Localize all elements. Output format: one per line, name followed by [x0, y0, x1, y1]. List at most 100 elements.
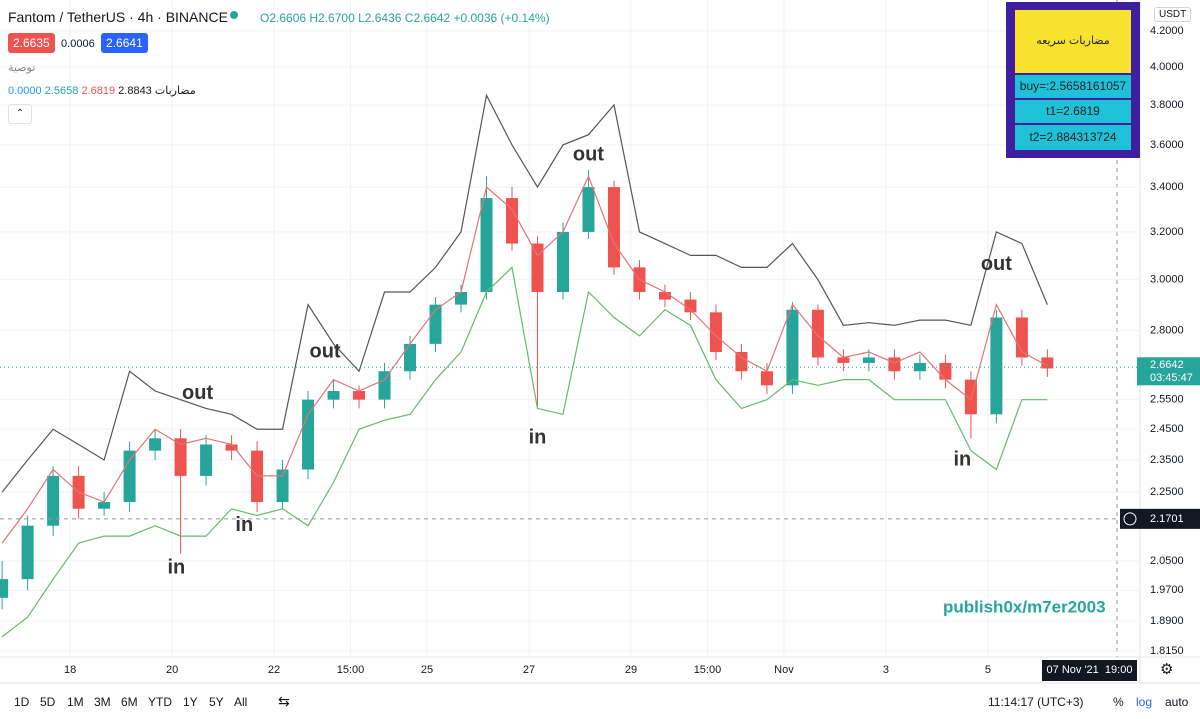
candle-body	[913, 362, 926, 372]
y-tick-label: 4.2000	[1150, 25, 1184, 37]
y-tick-label: 2.0500	[1150, 555, 1184, 567]
annotation: in	[235, 514, 253, 536]
symbol: Fantom / TetherUS · 4h · BINANCE	[8, 9, 228, 25]
x-tick-label: Nov	[774, 664, 794, 676]
indicator-name: مضاربات	[154, 85, 196, 97]
candle-body	[556, 231, 569, 293]
date-tag: 07 Nov '21 19:00	[1042, 660, 1137, 681]
annotation: out	[573, 144, 604, 166]
price-tag-label: 2.6642	[1150, 359, 1184, 371]
x-tick-label: 29	[625, 664, 637, 676]
candle-body	[837, 357, 850, 363]
x-tick-label: 3	[883, 664, 889, 676]
candle-body	[225, 444, 238, 451]
range-button[interactable]: 3M	[94, 695, 111, 709]
settings-icon[interactable]: ⚙	[1160, 661, 1174, 678]
indicator-value: 2.5658	[44, 85, 79, 97]
indicator-value: 0.0000	[8, 85, 42, 97]
recommendation[interactable]: توصية	[8, 62, 36, 74]
crosshair-add	[1123, 512, 1137, 526]
candle-body	[480, 198, 493, 293]
range-button[interactable]: 6M	[121, 695, 138, 709]
band-line	[1, 93, 1048, 493]
candle-body	[658, 292, 671, 300]
range-button[interactable]: 5Y	[209, 695, 224, 709]
y-tick-label: 1.9700	[1150, 584, 1184, 596]
range-button[interactable]: 5D	[40, 695, 56, 709]
ohlc: O2.6606 H2.6700 L2.6436 C2.6642 +0.0036 …	[260, 11, 550, 25]
signal-row: t2=2.884313724	[1015, 125, 1131, 150]
signal-row: buy=:2.5658161057	[1015, 75, 1131, 98]
candle-body	[302, 399, 315, 470]
candle-body	[1015, 317, 1028, 358]
indicator-value: 2.8843	[118, 85, 152, 97]
status-dot	[230, 11, 238, 19]
y-tick-label: 2.2500	[1150, 486, 1184, 498]
indicator: مضاربات 2.8843 2.6819 2.5658 0.0000	[8, 84, 196, 97]
indicator-value: 2.6819	[81, 85, 116, 97]
range-button[interactable]: 1D	[14, 695, 30, 709]
collapse-button[interactable]: ⌃	[8, 104, 32, 124]
range-button[interactable]: 1Y	[183, 695, 198, 709]
date-tag-date: 07 Nov '21	[1046, 664, 1099, 676]
percent-toggle[interactable]: %	[1113, 695, 1124, 709]
candle-body	[455, 292, 468, 305]
range-button[interactable]: YTD	[148, 695, 172, 709]
candle-body	[709, 312, 722, 352]
price-tag	[1137, 357, 1200, 386]
x-tick-label: 18	[64, 664, 76, 676]
auto-toggle[interactable]: auto	[1165, 695, 1189, 709]
y-tick-label: 1.8150	[1150, 645, 1184, 657]
candle-body	[531, 243, 544, 293]
crosshair-label: 2.1701	[1150, 513, 1184, 525]
candle-body	[811, 309, 824, 358]
range-button[interactable]: All	[234, 695, 248, 709]
y-tick-label: 2.5500	[1150, 394, 1184, 406]
ask[interactable]: 2.6641	[101, 33, 148, 53]
x-tick-label: 5	[985, 664, 991, 676]
candle-body	[888, 357, 901, 372]
candle-body	[174, 438, 187, 476]
y-tick-label: 2.4500	[1150, 423, 1184, 435]
date-range-icon[interactable]: ⇆	[278, 693, 290, 709]
bid[interactable]: 2.6635	[8, 33, 55, 53]
candle-body	[98, 502, 111, 509]
countdown: 03:45:47	[1150, 372, 1193, 384]
candle-body	[404, 343, 417, 372]
currency[interactable]: USDT	[1154, 7, 1192, 22]
candle-body	[378, 371, 391, 400]
annotation: out	[182, 382, 213, 404]
x-tick-label: 22	[268, 664, 280, 676]
candle-body	[149, 438, 162, 451]
candle-body	[200, 444, 213, 476]
signal-title: مضاربات سريعه	[1015, 10, 1131, 73]
date-tag-time: 19:00	[1104, 664, 1133, 676]
band-line	[1, 266, 1048, 638]
range-button[interactable]: 1M	[67, 695, 84, 709]
x-tick-label: 25	[421, 664, 433, 676]
band-line	[1, 174, 1048, 544]
y-tick-label: 2.8000	[1150, 324, 1184, 336]
candle-body	[862, 357, 875, 363]
candle-body	[327, 391, 340, 400]
candle-body	[21, 525, 34, 580]
candle-body	[760, 371, 773, 386]
y-tick-label: 3.2000	[1150, 226, 1184, 238]
candle-body	[506, 198, 519, 244]
y-tick-label: 4.0000	[1150, 61, 1184, 73]
annotation: out	[309, 340, 340, 362]
x-tick-label: 15:00	[694, 664, 722, 676]
annotation: out	[981, 253, 1012, 275]
candle-body	[353, 391, 366, 400]
y-tick-label: 3.8000	[1150, 99, 1184, 111]
annotation: in	[529, 427, 547, 449]
annotation: in	[954, 448, 972, 470]
candle-body	[123, 450, 136, 503]
clock: 11:14:17 (UTC+3)	[988, 695, 1084, 709]
y-tick-label: 3.6000	[1150, 139, 1184, 151]
candle-body	[607, 187, 620, 268]
log-toggle[interactable]: log	[1136, 695, 1153, 709]
signal-row: t1=2.6819	[1015, 100, 1131, 123]
